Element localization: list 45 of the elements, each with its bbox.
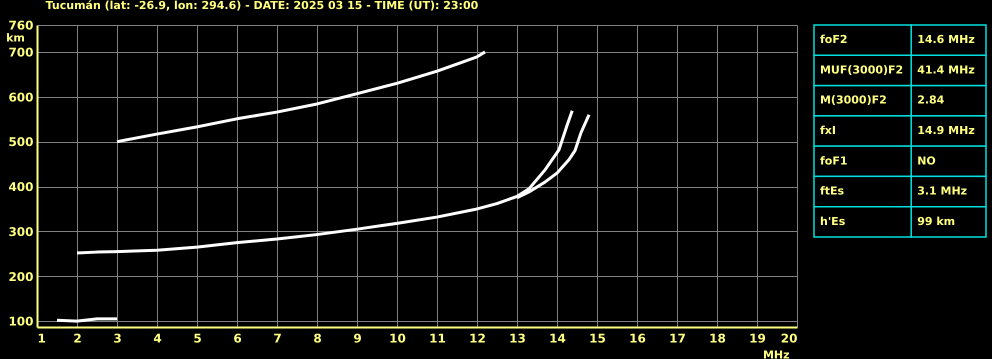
text: M(3000)F2 [820, 94, 887, 107]
text: foF2 [820, 33, 848, 46]
y-tick-label: 760 [8, 18, 34, 32]
x-tick-label: 19 [749, 332, 766, 346]
x-tick-label: 7 [273, 332, 282, 346]
y-tick-label: 100 [8, 314, 34, 329]
text: MUF(3000)F2 [820, 63, 904, 76]
x-tick-label: 14 [549, 332, 566, 346]
text: 41.4 MHz [917, 63, 975, 76]
x-axis-title: MHz [762, 348, 790, 359]
x-tick-label: 4 [153, 332, 162, 346]
text: h'Es [820, 214, 846, 228]
y-axis-title: km [6, 32, 25, 44]
text: foF1 [820, 154, 848, 168]
text: 14.6 MHz [917, 33, 975, 46]
x-tick-label: 16 [629, 332, 646, 346]
x-tick-label: 9 [353, 332, 362, 346]
text: 14.9 MHz [917, 124, 975, 137]
x-tick-label: 2 [73, 332, 82, 346]
x-tick-label: 12 [469, 332, 486, 346]
x-tick-label: 17 [669, 332, 686, 346]
x-tick-label: 3 [113, 332, 122, 346]
x-tick-label: 1 [38, 332, 46, 346]
y-tick-label: 300 [8, 224, 34, 239]
x-tick-label: 5 [193, 332, 202, 346]
text: 2.84 [917, 94, 945, 107]
x-tick-label: 8 [313, 332, 322, 346]
chart-title: Tucumán (lat: -26.9, lon: 294.6) - DATE: 2025 03 15 - TIME (UT): 23:00 [46, 0, 479, 12]
text: ftEs [820, 184, 845, 198]
x-tick-label: 20 [780, 332, 798, 346]
y-tick-label: 600 [8, 90, 34, 104]
text: 99 km [917, 214, 956, 228]
y-tick-label: 700 [8, 45, 34, 60]
y-tick-label: 400 [8, 180, 34, 194]
x-tick-label: 11 [429, 332, 446, 346]
text: NO [917, 154, 936, 168]
x-tick-label: 10 [389, 332, 406, 346]
x-tick-label: 15 [589, 332, 606, 346]
y-tick-label: 200 [8, 270, 34, 284]
text: fxI [820, 124, 836, 137]
x-tick-label: 6 [233, 332, 242, 346]
y-tick-label: 500 [8, 135, 34, 150]
text: 3.1 MHz [917, 184, 968, 198]
x-tick-label: 18 [709, 332, 726, 346]
x-tick-label: 13 [509, 332, 526, 346]
